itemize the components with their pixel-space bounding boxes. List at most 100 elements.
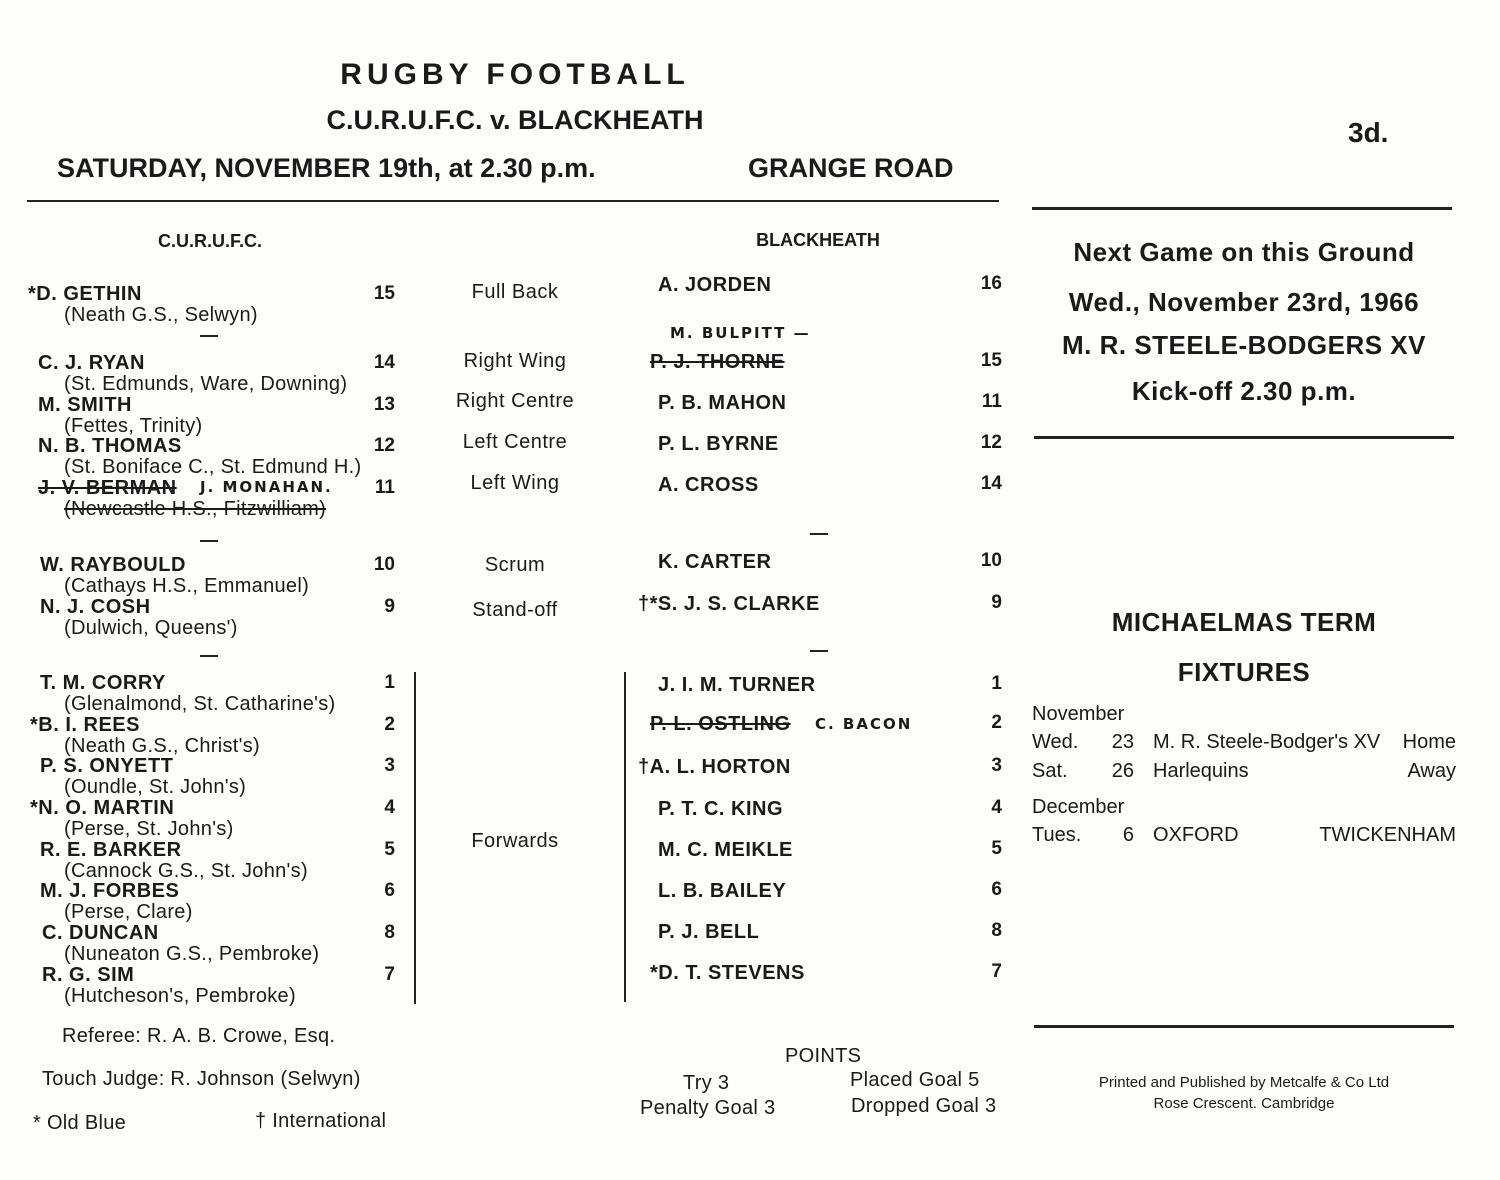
referee: Referee: R. A. B. Crowe, Esq. [62,1025,336,1047]
position-label: Full Back [471,281,559,303]
home-player-number: 11 [374,477,395,498]
position-label: Forwards [471,830,559,852]
home-player-name: M. J. FORBES [40,880,180,902]
away-player-number: 12 [980,432,1002,453]
away-player-name: A. CROSS [658,474,759,496]
home-player-number: 12 [373,435,395,456]
away-team-label: BLACKHEATH [756,230,880,250]
fixture-day: Wed. [1032,731,1079,753]
home-player-school: (St. Boniface C., St. Edmund H.) [64,456,362,478]
away-player-number: 3 [991,755,1002,776]
home-player-name: C. DUNCAN [42,922,159,944]
home-player-name: *B. I. REES [30,714,140,736]
programme-price: 3d. [1348,117,1389,148]
position-label: Right Wing [463,350,567,372]
home-team-label: C.U.R.U.F.C. [157,231,262,251]
home-player-school: (Neath G.S., Selwyn) [64,304,258,326]
away-player-name: P. B. MAHON [658,392,787,414]
away-player-number: 2 [991,712,1002,733]
points-try: Try 3 [683,1072,730,1094]
fixtures-title-line1: MICHAELMAS TERM [1111,607,1377,637]
home-player-number: 7 [384,964,395,985]
fixture-day: Tues. [1032,824,1082,846]
position-label: Right Centre [455,390,575,412]
away-player-name: †*S. J. S. CLARKE [638,593,820,615]
away-player-name: P. J. THORNE [650,351,785,373]
printer-line1: Printed and Published by Metcalfe & Co L… [1098,1074,1390,1091]
position-label: Left Wing [470,472,560,494]
fixture-month: December [1032,796,1125,818]
fixture-date: 23 [1111,731,1134,753]
home-player-number: 3 [384,755,395,776]
match-title: C.U.R.U.F.C. v. BLACKHEATH [326,105,704,135]
position-label: Left Centre [462,431,568,453]
points-dropped-goal: Dropped Goal 3 [851,1095,997,1117]
home-player-number: 2 [384,714,395,735]
legend-old-blue: * Old Blue [33,1112,127,1134]
away-player-number: 5 [991,838,1002,859]
home-player-name: N. B. THOMAS [38,435,182,457]
points-placed-goal: Placed Goal 5 [850,1069,980,1091]
away-player-number: 15 [980,350,1002,371]
next-game-opponent: M. R. STEELE-BODGERS XV [1062,330,1426,360]
home-player-number: 5 [384,839,395,860]
home-player-school: (Perse, Clare) [64,901,193,923]
away-player-number: 8 [991,920,1002,941]
home-player-number: 4 [384,797,395,818]
home-player-name: R. E. BARKER [40,839,182,861]
home-player-school: (Glenalmond, St. Catharine's) [64,693,336,715]
panel-divider-bottom [1034,1025,1454,1028]
fixture-date: 6 [1122,824,1134,846]
home-player-school: (Perse, St. John's) [64,818,234,840]
away-player-number: 1 [991,673,1002,694]
section-divider-dash [810,650,828,652]
home-player-number: 8 [384,922,395,943]
away-player-name: K. CARTER [658,551,772,573]
away-player-replacement: M. BULPITT — [670,324,811,342]
fixture-venue: TWICKENHAM [1319,824,1456,846]
home-player-school: (Newcastle H.S., Fitzwilliam) [64,498,327,520]
away-player-number: 9 [991,592,1002,613]
fixture-venue: Home [1402,731,1456,753]
home-player-number: 1 [384,672,395,693]
next-game-heading: Next Game on this Ground [1073,237,1415,267]
fixture-opponent: M. R. Steele-Bodger's XV [1153,731,1381,753]
home-player-school: (St. Edmunds, Ware, Downing) [64,373,348,395]
home-player-school: (Cathays H.S., Emmanuel) [64,575,310,597]
home-player-name: R. G. SIM [42,964,135,986]
home-player-name: C. J. RYAN [38,352,145,374]
away-player-name: P. L. OSTLING [650,713,791,735]
home-player-number: 15 [373,283,395,304]
away-player-number: 10 [980,550,1002,571]
section-divider-dash [200,335,218,337]
home-player-name: *N. O. MARTIN [30,797,175,819]
fixtures-title-line2: FIXTURES [1177,657,1311,687]
fixture-opponent: OXFORD [1153,824,1239,846]
match-date-time: SATURDAY, NOVEMBER 19th, at 2.30 p.m. [57,153,596,183]
away-player-name: P. J. BELL [658,921,760,943]
section-divider-dash [200,540,218,542]
panel-divider-top [1032,207,1452,210]
away-player-name: A. JORDEN [658,274,772,296]
section-divider-dash [810,533,828,535]
home-player-school: (Nuneaton G.S., Pembroke) [64,943,320,965]
next-game-date: Wed., November 23rd, 1966 [1068,287,1420,317]
points-title: POINTS [785,1045,862,1067]
home-player-school: (Fettes, Trinity) [64,415,203,437]
fixture-month: November [1032,703,1125,725]
home-player-replacement: J. MONAHAN. [200,478,333,496]
touch-judge: Touch Judge: R. Johnson (Selwyn) [42,1068,361,1090]
home-player-school: (Neath G.S., Christ's) [64,735,261,757]
programme-title: RUGBY FOOTBALL [340,58,690,91]
away-player-number: 14 [980,473,1002,494]
away-player-name: L. B. BAILEY [658,880,787,902]
home-player-school: (Dulwich, Queens') [64,617,238,639]
fixture-date: 26 [1111,760,1134,782]
away-player-number: 6 [991,879,1002,900]
fixture-day: Sat. [1032,760,1068,782]
away-player-replacement: C. BACON [815,715,913,733]
next-game-kickoff: Kick-off 2.30 p.m. [1131,376,1357,406]
printer-line2: Rose Crescent. Cambridge [1153,1095,1335,1112]
home-player-name: N. J. COSH [40,596,151,618]
home-player-school: (Oundle, St. John's) [64,776,247,798]
